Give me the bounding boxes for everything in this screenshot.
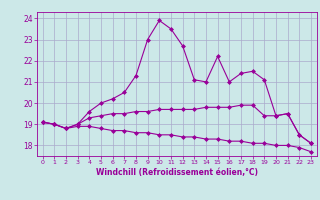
X-axis label: Windchill (Refroidissement éolien,°C): Windchill (Refroidissement éolien,°C)	[96, 168, 258, 177]
